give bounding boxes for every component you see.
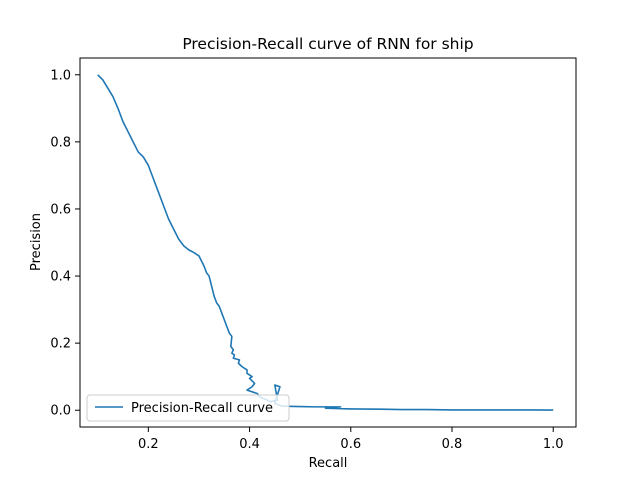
y-tick-label: 1.0 <box>50 68 71 83</box>
legend-entry-label: Precision-Recall curve <box>131 401 273 416</box>
series-line-0 <box>97 74 554 411</box>
y-tick-label: 0.2 <box>50 337 71 352</box>
x-tick-label: 0.6 <box>340 437 361 452</box>
y-tick-label: 0.6 <box>50 202 71 217</box>
x-axis: 0.2 0.4 0.6 0.8 1.0 <box>138 427 564 452</box>
x-tick-label: 1.0 <box>543 437 564 452</box>
y-tick-label: 0.4 <box>50 270 71 285</box>
plot-frame <box>79 57 577 428</box>
y-tick-label: 0.0 <box>50 404 71 419</box>
legend-box <box>86 394 290 422</box>
y-axis-label: Precision <box>29 213 44 271</box>
chart-title: Precision-Recall curve of RNN for ship <box>182 35 473 53</box>
x-axis-label: Recall <box>309 456 348 471</box>
y-axis: 0.0 0.2 0.4 0.6 0.8 1.0 <box>50 68 80 419</box>
x-tick-label: 0.4 <box>239 437 260 452</box>
plot-area <box>97 74 554 411</box>
x-tick-label: 0.8 <box>442 437 463 452</box>
legend: Precision-Recall curve <box>86 394 290 422</box>
x-tick-label: 0.2 <box>138 437 159 452</box>
y-tick-label: 0.8 <box>50 135 71 150</box>
